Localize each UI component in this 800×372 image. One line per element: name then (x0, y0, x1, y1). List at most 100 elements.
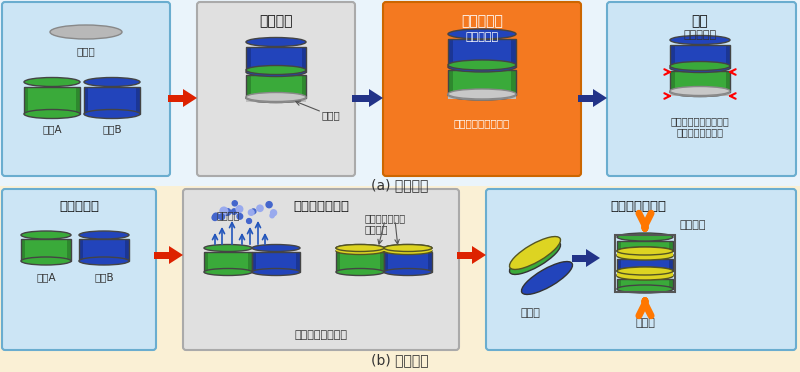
Bar (154, 251, 169, 259)
Bar (246, 74, 306, 98)
Bar (669, 259, 673, 271)
Ellipse shape (617, 251, 673, 259)
Ellipse shape (670, 87, 730, 96)
Ellipse shape (84, 77, 140, 87)
Bar (84, 87, 140, 114)
Ellipse shape (336, 244, 384, 251)
Text: (a) ろう付け: (a) ろう付け (371, 178, 429, 192)
Bar (617, 241, 673, 251)
FancyBboxPatch shape (486, 189, 796, 350)
Circle shape (249, 210, 254, 215)
Bar (448, 70, 453, 95)
Bar (572, 254, 586, 262)
Bar (302, 74, 306, 98)
Bar (384, 251, 432, 272)
Ellipse shape (670, 61, 730, 71)
Bar (79, 239, 82, 261)
Bar (24, 87, 28, 114)
Text: 素材B: 素材B (94, 272, 114, 282)
Ellipse shape (246, 93, 306, 103)
Bar (79, 239, 129, 261)
Bar (252, 251, 300, 272)
Bar (448, 39, 516, 67)
Ellipse shape (50, 25, 122, 39)
Ellipse shape (448, 60, 516, 70)
Ellipse shape (246, 93, 306, 102)
Text: 冷却: 冷却 (692, 14, 708, 28)
Bar (617, 259, 673, 271)
Bar (381, 251, 384, 272)
Text: ろう材: ろう材 (77, 46, 95, 56)
Ellipse shape (79, 257, 129, 265)
FancyBboxPatch shape (607, 2, 796, 176)
Bar (670, 45, 730, 68)
Bar (617, 279, 673, 289)
Ellipse shape (448, 90, 516, 100)
Circle shape (236, 206, 242, 212)
Bar (448, 39, 453, 67)
Bar (248, 251, 252, 272)
Circle shape (232, 201, 238, 206)
Bar (384, 247, 432, 251)
Ellipse shape (252, 244, 300, 251)
Bar (246, 97, 306, 102)
Bar (457, 251, 472, 259)
Ellipse shape (617, 271, 673, 279)
Polygon shape (586, 249, 600, 267)
Bar (126, 239, 129, 261)
Ellipse shape (252, 269, 300, 276)
Bar (246, 74, 306, 98)
Bar (726, 45, 730, 68)
Ellipse shape (384, 247, 432, 254)
Bar (726, 71, 730, 92)
Ellipse shape (79, 231, 129, 239)
Polygon shape (472, 246, 486, 264)
Circle shape (231, 209, 237, 214)
Ellipse shape (617, 247, 673, 255)
Ellipse shape (670, 87, 730, 96)
Bar (617, 251, 673, 256)
FancyBboxPatch shape (183, 189, 459, 350)
Bar (336, 251, 384, 272)
Ellipse shape (246, 65, 306, 74)
Bar (336, 247, 384, 251)
Text: 加熱・接合: 加熱・接合 (461, 14, 503, 28)
Circle shape (270, 210, 277, 216)
Bar (384, 251, 388, 272)
Text: 大気中: 大気中 (635, 318, 655, 328)
Bar (302, 46, 306, 72)
Ellipse shape (448, 62, 516, 72)
Bar (669, 279, 673, 289)
Bar (617, 241, 622, 251)
Ellipse shape (448, 29, 516, 39)
Ellipse shape (21, 257, 71, 265)
Bar (352, 94, 369, 102)
Ellipse shape (384, 269, 432, 276)
Bar (24, 87, 80, 114)
Bar (0, 0, 800, 186)
Circle shape (237, 214, 242, 219)
Text: (b) 常温接合: (b) 常温接合 (371, 353, 429, 367)
Text: 素材A: 素材A (42, 124, 62, 134)
Circle shape (251, 209, 256, 214)
Bar (21, 239, 25, 261)
Bar (252, 251, 300, 272)
Bar (448, 70, 516, 95)
Bar (204, 251, 252, 272)
Bar (84, 87, 88, 114)
Bar (246, 46, 306, 72)
Ellipse shape (510, 237, 561, 269)
Bar (617, 259, 673, 271)
Circle shape (270, 214, 274, 218)
Bar (76, 87, 80, 114)
Bar (448, 94, 516, 99)
Bar (511, 39, 516, 67)
Text: 素材が収縮: 素材が収縮 (683, 30, 717, 40)
Circle shape (212, 215, 218, 221)
Circle shape (219, 214, 225, 220)
Text: 位置決め: 位置決め (259, 14, 293, 28)
Ellipse shape (510, 241, 561, 275)
Text: 真空チャンバー内: 真空チャンバー内 (294, 330, 347, 340)
Text: 位置決め・接合: 位置決め・接合 (610, 200, 666, 213)
Bar (336, 251, 384, 272)
